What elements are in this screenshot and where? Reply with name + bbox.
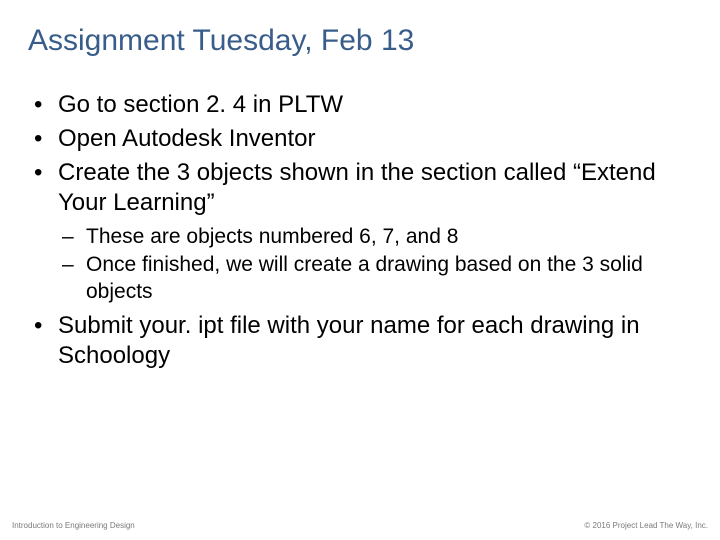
bullet-item: Open Autodesk Inventor (28, 124, 692, 154)
bullet-text: Create the 3 objects shown in the sectio… (58, 159, 656, 216)
footer-left: Introduction to Engineering Design (12, 521, 135, 530)
bullet-item: Go to section 2. 4 in PLTW (28, 90, 692, 120)
sub-bullet-text: These are objects numbered 6, 7, and 8 (86, 225, 458, 248)
sub-bullet-text: Once finished, we will create a drawing … (86, 253, 643, 302)
bullet-item: Create the 3 objects shown in the sectio… (28, 158, 692, 305)
slide-body: Go to section 2. 4 in PLTW Open Autodesk… (28, 90, 692, 371)
sub-bullet-item: These are objects numbered 6, 7, and 8 (58, 224, 692, 250)
bullet-text: Submit your. ipt file with your name for… (58, 312, 640, 369)
bullet-text: Open Autodesk Inventor (58, 125, 316, 152)
sub-bullet-list: These are objects numbered 6, 7, and 8 O… (58, 224, 692, 305)
slide-container: Assignment Tuesday, Feb 13 Go to section… (0, 0, 720, 540)
bullet-list: Go to section 2. 4 in PLTW Open Autodesk… (28, 90, 692, 371)
bullet-item: Submit your. ipt file with your name for… (28, 311, 692, 371)
footer-right: © 2016 Project Lead The Way, Inc. (584, 521, 708, 530)
sub-bullet-item: Once finished, we will create a drawing … (58, 252, 692, 305)
bullet-text: Go to section 2. 4 in PLTW (58, 91, 343, 118)
slide-title: Assignment Tuesday, Feb 13 (28, 24, 692, 58)
